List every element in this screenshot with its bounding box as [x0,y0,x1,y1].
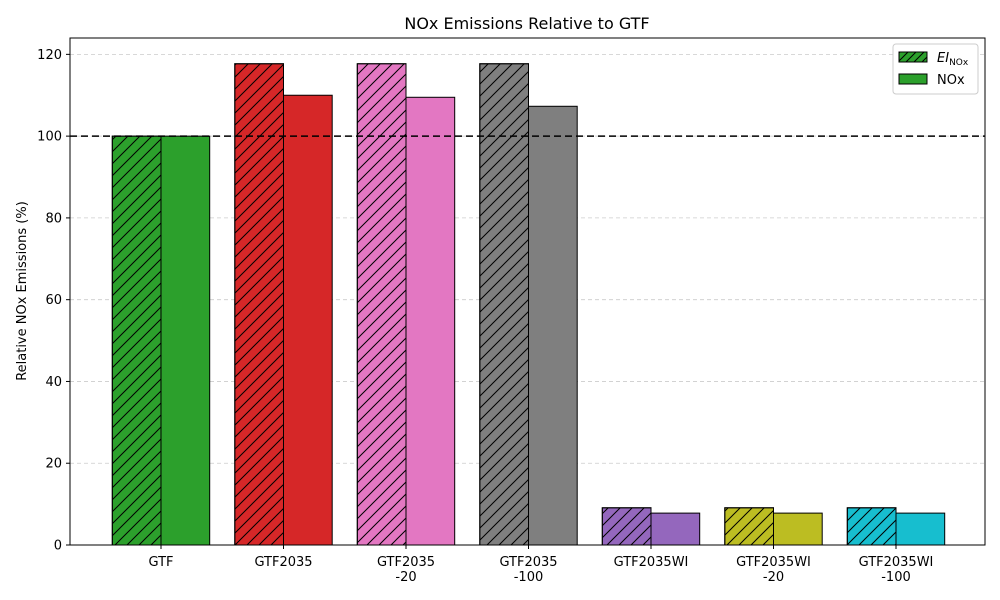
x-tick-label-line: GTF2035WI [614,555,689,570]
legend-label-main: EI [937,51,949,66]
y-tick-label: 100 [37,130,62,145]
x-tick-label-line: GTF2035WI [736,555,811,570]
bar-hatch-EI_NOx-0 [111,135,162,546]
bar-NOx-5 [773,512,823,546]
x-tick-label-line: -20 [763,570,784,585]
x-tick-label: GTF2035 -20 [377,555,435,585]
y-tick-label: 80 [45,211,62,226]
y-tick-label: 20 [45,457,62,472]
bars [111,63,946,546]
bar-NOx-1 [283,94,333,546]
legend-swatch-NOx [898,73,928,85]
plot-frame [69,37,986,546]
x-tick-label-line: -100 [514,570,544,585]
x-tick-label: GTF2035WI -20 [736,555,811,585]
x-tick-label-line: -20 [395,570,416,585]
bar-hatch-EI_NOx-5 [724,507,774,546]
x-tick-label: GTF2035WI -100 [859,555,934,585]
y-tick-label: 60 [45,293,62,308]
bar-NOx-2 [405,96,456,546]
y-tick-label: 120 [37,48,62,63]
y-axis-ticks: 0 20 40 60 80 100 120 [37,48,70,554]
y-axis-label: Relative NOx Emissions (%) [15,201,30,381]
bar-hatch-EI_NOx-6 [846,507,897,546]
bar-NOx-4 [650,512,701,546]
bar-NOx-3 [528,105,578,546]
x-tick-label-line: GTF2035 [499,555,557,570]
bar-NOx-6 [895,512,946,546]
chart-title: NOx Emissions Relative to GTF [404,14,649,33]
x-tick-label-line: GTF [148,555,173,570]
bar-NOx-0 [160,135,211,546]
x-tick-label: GTF2035 -100 [499,555,557,585]
y-tick-label: 0 [54,539,62,554]
y-tick-label: 40 [45,375,62,390]
bar-hatch-EI_NOx-3 [479,63,529,546]
x-tick-label-line: GTF2035 [377,555,435,570]
x-tick-label-line: GTF2035 [254,555,312,570]
x-tick-label: GTF [148,555,173,570]
legend-label-main: NOx [937,73,965,88]
bar-hatch-EI_NOx-4 [601,507,652,546]
legend-label-NOx: NOx [937,73,965,88]
legend-label-subscript: NOx [949,58,969,68]
legend-swatch-hatch-EI_NOx [898,51,928,63]
x-tick-label-line: GTF2035WI [859,555,934,570]
x-tick-label: GTF2035 [254,555,312,570]
x-tick-label: GTF2035WI [614,555,689,570]
x-tick-label-line: -100 [881,570,911,585]
legend-label-EI_NOx: EINOx [937,51,969,68]
